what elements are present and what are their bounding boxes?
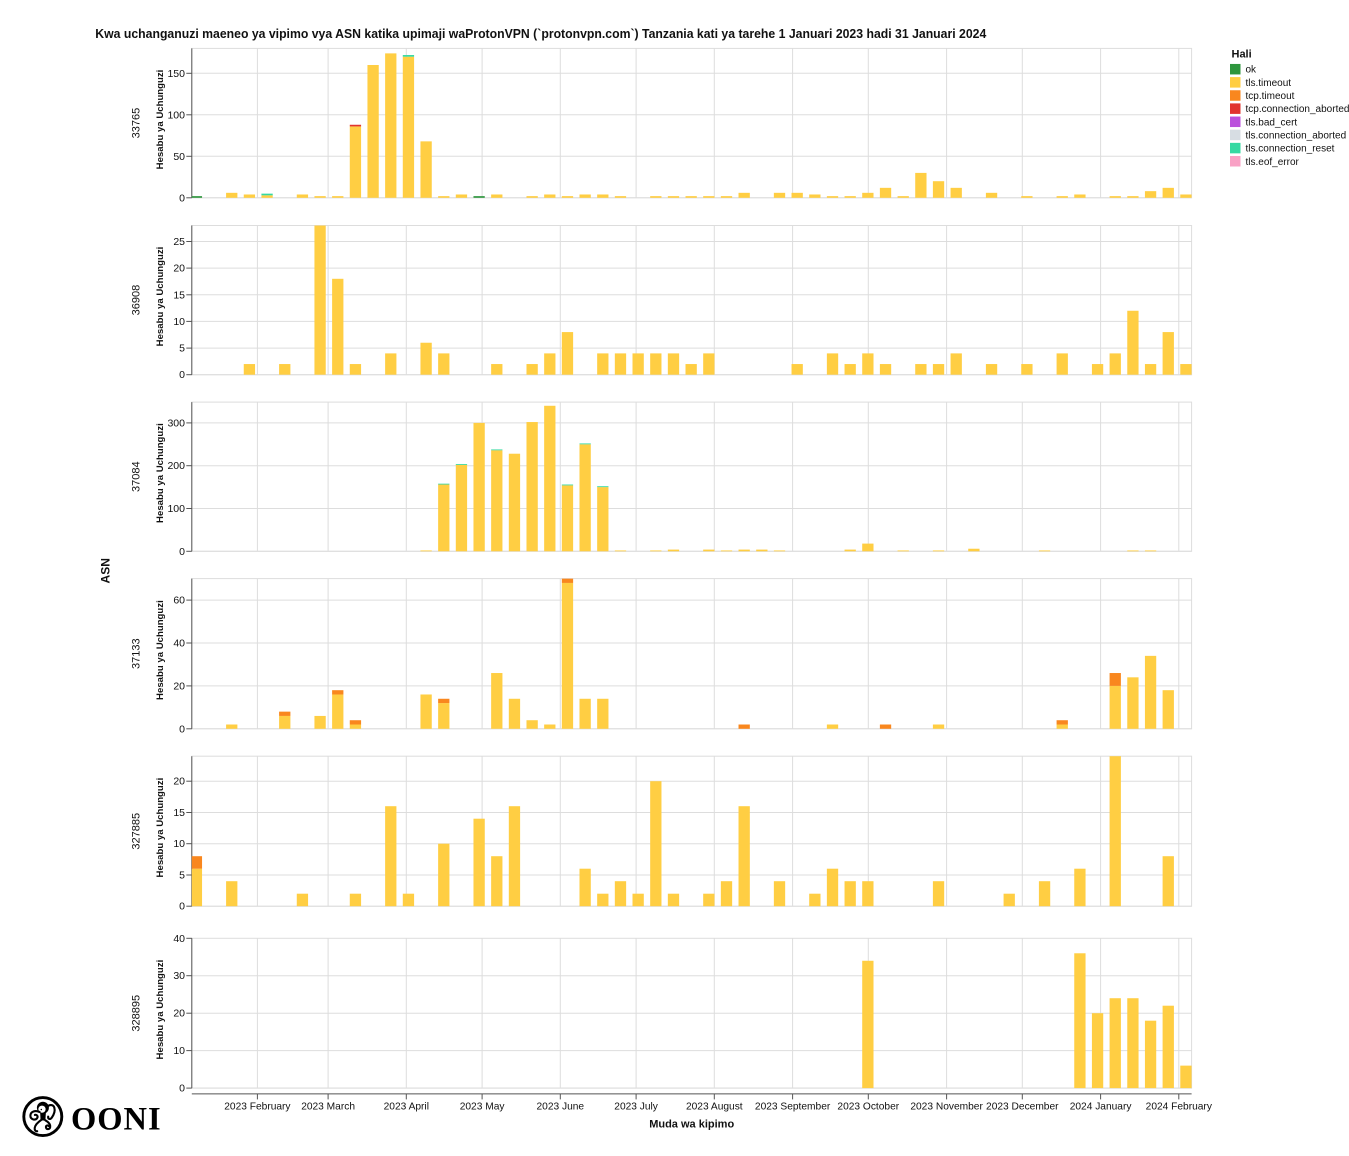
svg-text:40: 40 bbox=[173, 638, 185, 650]
svg-text:OONI: OONI bbox=[71, 1102, 162, 1138]
svg-text:20: 20 bbox=[173, 680, 185, 692]
svg-text:25: 25 bbox=[173, 236, 185, 248]
svg-text:ASN: ASN bbox=[98, 558, 112, 583]
svg-text:2024 February: 2024 February bbox=[1146, 1101, 1213, 1112]
svg-text:tls.connection_reset: tls.connection_reset bbox=[1246, 144, 1335, 155]
svg-text:15: 15 bbox=[173, 807, 185, 819]
svg-text:10: 10 bbox=[173, 838, 185, 850]
svg-text:5: 5 bbox=[179, 343, 185, 355]
svg-text:Muda wa kipimo: Muda wa kipimo bbox=[649, 1119, 734, 1131]
svg-text:36908: 36908 bbox=[130, 285, 142, 316]
svg-text:327885: 327885 bbox=[130, 813, 142, 850]
svg-text:2023 May: 2023 May bbox=[460, 1101, 506, 1112]
svg-text:10: 10 bbox=[173, 1045, 185, 1057]
svg-text:2023 February: 2023 February bbox=[224, 1101, 291, 1112]
svg-text:Hali: Hali bbox=[1232, 49, 1252, 61]
svg-text:60: 60 bbox=[173, 595, 185, 607]
svg-text:30: 30 bbox=[173, 970, 185, 982]
svg-text:300: 300 bbox=[167, 417, 185, 429]
svg-text:tls.bad_cert: tls.bad_cert bbox=[1246, 117, 1298, 128]
svg-text:0: 0 bbox=[179, 192, 185, 204]
svg-text:2023 October: 2023 October bbox=[837, 1101, 899, 1112]
svg-text:2024 January: 2024 January bbox=[1070, 1101, 1133, 1112]
svg-text:2023 July: 2023 July bbox=[614, 1101, 659, 1112]
svg-text:0: 0 bbox=[179, 369, 185, 381]
svg-text:Hesabu ya Uchunguzi: Hesabu ya Uchunguzi bbox=[155, 247, 166, 347]
svg-text:2023 June: 2023 June bbox=[537, 1101, 585, 1112]
svg-text:Hesabu ya Uchunguzi: Hesabu ya Uchunguzi bbox=[155, 960, 166, 1060]
svg-text:0: 0 bbox=[179, 723, 185, 735]
svg-text:5: 5 bbox=[179, 870, 185, 882]
svg-text:33765: 33765 bbox=[130, 108, 142, 139]
svg-text:0: 0 bbox=[179, 901, 185, 913]
svg-text:2023 March: 2023 March bbox=[301, 1101, 355, 1112]
svg-text:37084: 37084 bbox=[130, 461, 142, 492]
svg-text:tls.eof_error: tls.eof_error bbox=[1246, 157, 1300, 168]
svg-text:200: 200 bbox=[167, 460, 185, 472]
svg-text:0: 0 bbox=[179, 546, 185, 558]
svg-text:Hesabu ya Uchunguzi: Hesabu ya Uchunguzi bbox=[155, 423, 166, 523]
svg-text:150: 150 bbox=[167, 68, 185, 80]
svg-text:37133: 37133 bbox=[130, 638, 142, 669]
svg-text:tls.timeout: tls.timeout bbox=[1246, 78, 1292, 89]
svg-text:2023 September: 2023 September bbox=[755, 1101, 831, 1112]
svg-text:20: 20 bbox=[173, 1008, 185, 1020]
svg-text:20: 20 bbox=[173, 776, 185, 788]
svg-text:15: 15 bbox=[173, 289, 185, 301]
svg-text:tls.connection_aborted: tls.connection_aborted bbox=[1246, 130, 1347, 141]
svg-text:Hesabu ya Uchunguzi: Hesabu ya Uchunguzi bbox=[155, 778, 166, 878]
svg-text:2023 August: 2023 August bbox=[686, 1101, 743, 1112]
svg-text:ok: ok bbox=[1246, 65, 1258, 76]
svg-text:20: 20 bbox=[173, 263, 185, 275]
svg-text:10: 10 bbox=[173, 316, 185, 328]
svg-text:50: 50 bbox=[173, 151, 185, 163]
svg-text:2023 December: 2023 December bbox=[986, 1101, 1059, 1112]
svg-text:100: 100 bbox=[167, 109, 185, 121]
svg-text:tcp.timeout: tcp.timeout bbox=[1246, 91, 1295, 102]
svg-text:Hesabu ya Uchunguzi: Hesabu ya Uchunguzi bbox=[155, 600, 166, 700]
svg-text:40: 40 bbox=[173, 933, 185, 945]
svg-text:Kwa uchanganuzi maeneo ya vipi: Kwa uchanganuzi maeneo ya vipimo vya ASN… bbox=[95, 27, 986, 41]
svg-text:2023 November: 2023 November bbox=[910, 1101, 983, 1112]
svg-text:100: 100 bbox=[167, 503, 185, 515]
svg-text:Hesabu ya Uchunguzi: Hesabu ya Uchunguzi bbox=[155, 70, 166, 170]
svg-text:tcp.connection_aborted: tcp.connection_aborted bbox=[1246, 104, 1349, 115]
svg-text:2023 April: 2023 April bbox=[384, 1101, 429, 1112]
svg-text:328895: 328895 bbox=[130, 995, 142, 1032]
svg-text:0: 0 bbox=[179, 1083, 185, 1095]
